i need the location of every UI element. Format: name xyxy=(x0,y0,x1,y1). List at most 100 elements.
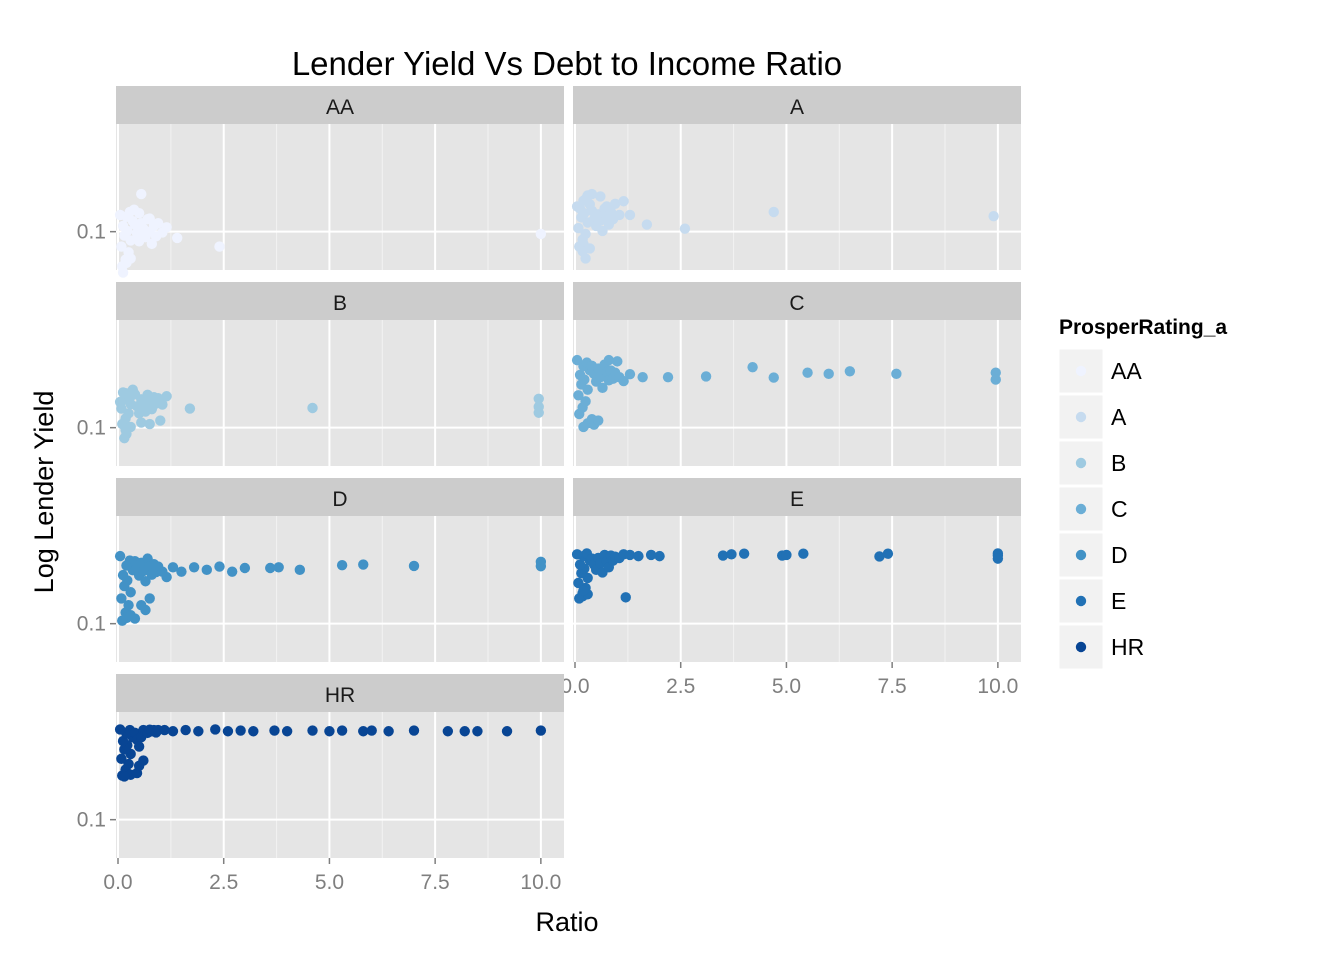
series-points-a xyxy=(571,188,999,264)
x-tick-label: 2.5 xyxy=(209,871,238,894)
data-point xyxy=(603,354,615,366)
panel-background xyxy=(116,516,564,662)
x-tick-label: 2.5 xyxy=(666,675,695,698)
data-point xyxy=(823,368,834,380)
data-point xyxy=(265,562,276,574)
facet-strip xyxy=(116,282,564,320)
data-point xyxy=(573,577,584,589)
legend-swatch xyxy=(1075,595,1087,607)
data-point xyxy=(116,593,127,604)
data-point xyxy=(307,725,318,736)
data-point xyxy=(161,222,172,233)
data-point xyxy=(281,726,293,737)
data-point xyxy=(535,228,547,240)
data-point xyxy=(121,257,132,269)
facet-panel-b: B 0.1 xyxy=(77,282,564,466)
data-point xyxy=(114,396,126,408)
legend-label: AA xyxy=(1111,358,1142,384)
data-point xyxy=(383,726,394,737)
data-point xyxy=(726,549,737,560)
x-tick-label: 7.5 xyxy=(421,871,450,894)
data-point xyxy=(184,403,196,414)
data-point xyxy=(624,209,636,221)
y-tick-label: 0.1 xyxy=(77,417,106,440)
data-point xyxy=(574,559,586,570)
data-point xyxy=(802,367,813,378)
data-point xyxy=(157,399,168,410)
data-point xyxy=(624,549,636,561)
data-point xyxy=(294,564,306,576)
data-point xyxy=(595,191,606,202)
data-point xyxy=(601,201,612,212)
series-points-hr xyxy=(114,724,547,782)
legend-label: E xyxy=(1111,588,1126,614)
data-point xyxy=(136,417,147,428)
data-point xyxy=(578,421,589,433)
legend-swatch xyxy=(1075,549,1087,561)
data-point xyxy=(573,390,584,401)
data-point xyxy=(620,592,631,603)
data-point xyxy=(990,374,1001,385)
facet-panel-c: C xyxy=(571,282,1021,466)
data-point xyxy=(117,569,129,581)
data-point xyxy=(239,562,251,574)
data-point xyxy=(144,418,155,430)
panel-background xyxy=(116,124,564,270)
data-point xyxy=(633,550,644,562)
panel-background xyxy=(573,320,1021,466)
data-point xyxy=(123,599,134,611)
data-point xyxy=(645,549,657,561)
data-point xyxy=(992,553,1004,564)
facet-strip xyxy=(573,86,1021,124)
data-point xyxy=(747,361,758,373)
data-point xyxy=(114,724,126,735)
legend-label: HR xyxy=(1111,634,1144,660)
data-point xyxy=(654,550,665,562)
data-point xyxy=(114,550,126,562)
data-point xyxy=(700,371,712,382)
data-point xyxy=(116,241,127,252)
series-points-b xyxy=(114,384,544,444)
data-point xyxy=(874,551,885,562)
data-point xyxy=(324,726,335,737)
data-point xyxy=(144,213,155,224)
data-point xyxy=(193,726,204,737)
legend-entry-b: B xyxy=(1058,440,1126,486)
data-point xyxy=(201,564,212,576)
legend-entry-aa: AA xyxy=(1058,348,1142,394)
data-point xyxy=(167,726,179,737)
legend-swatch xyxy=(1075,411,1087,423)
facet-strip xyxy=(116,86,564,124)
data-point xyxy=(214,241,225,252)
data-point xyxy=(119,771,130,782)
data-point xyxy=(472,726,483,737)
data-point xyxy=(235,725,246,736)
data-point xyxy=(882,548,894,559)
x-tick-label: 0.0 xyxy=(560,675,589,698)
legend-swatch xyxy=(1075,365,1087,377)
data-point xyxy=(618,375,629,387)
data-point xyxy=(358,726,369,737)
facet-panel-a: A xyxy=(571,86,1021,270)
data-point xyxy=(123,758,134,770)
facet-panel-d: D 0.1 xyxy=(77,478,564,662)
data-point xyxy=(358,559,369,570)
series-points-aa xyxy=(114,188,547,278)
data-point xyxy=(408,560,420,572)
data-point xyxy=(222,726,234,737)
data-point xyxy=(738,548,750,559)
y-tick-label: 0.1 xyxy=(77,613,106,636)
facet-strip xyxy=(116,674,564,712)
data-point xyxy=(988,210,999,222)
y-tick-label: 0.1 xyxy=(77,221,106,244)
data-point xyxy=(624,368,636,380)
data-point xyxy=(366,725,377,736)
data-point xyxy=(535,725,547,736)
data-point xyxy=(140,576,151,587)
data-point xyxy=(891,368,902,380)
data-point xyxy=(172,232,183,244)
data-point xyxy=(609,198,621,209)
